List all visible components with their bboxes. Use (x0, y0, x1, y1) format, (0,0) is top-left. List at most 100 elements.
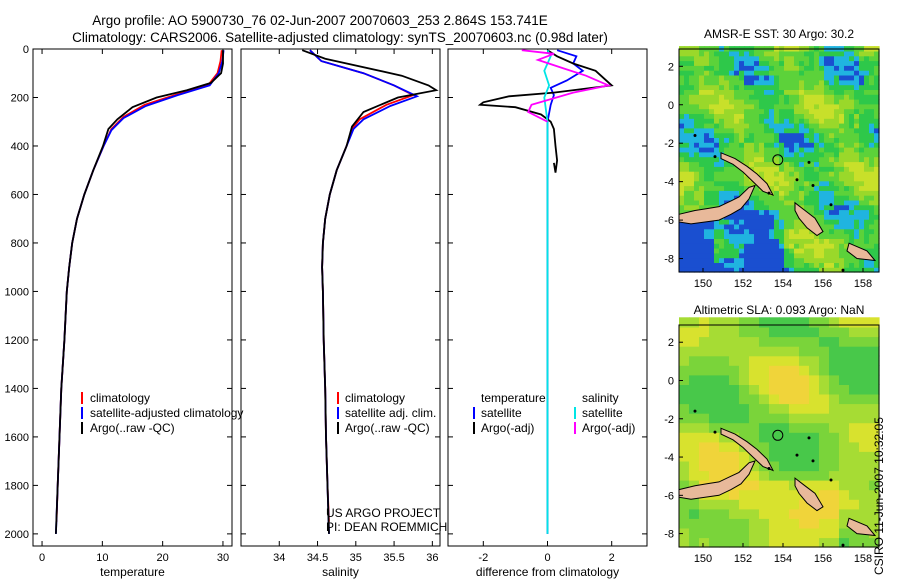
map-cell (869, 228, 875, 235)
map-cell (734, 166, 740, 172)
map-cell (724, 175, 730, 182)
map-cell (734, 65, 740, 71)
map-cell (874, 137, 880, 143)
map-cell (749, 156, 755, 163)
map-cell (754, 89, 760, 95)
map-cell (789, 238, 795, 244)
map-cell (839, 161, 845, 167)
map-cell (859, 233, 865, 239)
map-cell (834, 195, 840, 201)
map-cell (704, 223, 710, 230)
map-cell (794, 132, 800, 138)
map-cell (769, 50, 775, 57)
map-cell (844, 175, 850, 182)
map-cell (839, 238, 845, 244)
map-cell (839, 199, 845, 206)
map-cell (679, 151, 685, 158)
map-x-tick-label: 156 (814, 278, 832, 290)
map-cell (719, 123, 725, 129)
map-cell (744, 132, 750, 138)
map-cell (839, 248, 845, 254)
map-cell (724, 70, 730, 76)
map-cell (799, 180, 805, 187)
map-cell (839, 393, 850, 405)
map-cell (869, 199, 875, 206)
map-cell (704, 151, 710, 158)
map-cell (864, 190, 870, 196)
map-cell (779, 262, 785, 268)
map-cell (784, 147, 790, 153)
map-cell (739, 243, 745, 249)
map-cell (784, 166, 790, 172)
map-cell (729, 171, 735, 177)
map-cell (729, 142, 735, 148)
map-cell (684, 108, 690, 114)
map-cell (709, 243, 715, 249)
map-cell (789, 175, 795, 182)
map-cell (739, 65, 745, 71)
map-cell (834, 219, 840, 225)
series-line-argo-raw-qc- (301, 49, 439, 534)
map-cell (689, 243, 695, 249)
map-cell (794, 65, 800, 71)
map-cell (814, 199, 820, 206)
map-cell (819, 99, 825, 105)
map-cell (744, 180, 750, 187)
map-cell (729, 108, 735, 114)
map-cell (774, 156, 780, 163)
map-cell (869, 252, 875, 259)
map-cell (709, 118, 715, 124)
map-cell (719, 508, 730, 519)
map-cell (734, 238, 740, 244)
y-tick-label: 2000 (5, 529, 29, 541)
map-cell (769, 489, 780, 500)
map-cell (769, 132, 775, 138)
map-cell (819, 195, 825, 201)
map-cell (749, 127, 755, 134)
map-cell (739, 214, 745, 220)
map-cell (729, 103, 735, 110)
map-cell (864, 84, 870, 90)
map-cell (804, 267, 810, 273)
map-cell (829, 60, 835, 66)
map-cell (854, 50, 860, 57)
map-cell (729, 252, 735, 259)
map-cell (714, 70, 720, 76)
map-cell (789, 432, 800, 443)
map-cell (694, 132, 700, 138)
map-y-tick-label: -4 (664, 452, 674, 464)
map-cell (744, 94, 750, 100)
map-cell (869, 355, 880, 366)
map-cell (704, 60, 710, 66)
map-cell (824, 156, 830, 163)
map-x-tick-label: 154 (774, 278, 792, 290)
map-cell (694, 123, 700, 129)
map-cell (784, 267, 790, 273)
map-cell (819, 103, 825, 110)
map-cell (804, 257, 810, 263)
map-y-tick-label: -8 (664, 254, 674, 266)
map-cell (749, 413, 760, 424)
y-tick-label: 1600 (5, 432, 29, 444)
map-cell (874, 84, 880, 90)
map-cell (709, 393, 720, 405)
map-cell (754, 75, 760, 81)
map-cell (739, 499, 750, 510)
map-cell (789, 355, 800, 366)
map-cell (799, 355, 810, 366)
map-cell (679, 527, 690, 539)
map-cell (779, 346, 790, 357)
map-cell (834, 166, 840, 172)
map-cell (799, 137, 805, 143)
map-cell (874, 223, 880, 230)
map-cell (769, 171, 775, 177)
map-cell (859, 123, 865, 129)
map-cell (789, 374, 800, 385)
map-cell (794, 199, 800, 206)
map-cell (769, 393, 780, 405)
map-cell (739, 451, 750, 462)
map-cell (754, 103, 760, 110)
map-cell (769, 432, 780, 443)
map-cell (729, 50, 735, 57)
map-cell (689, 257, 695, 263)
